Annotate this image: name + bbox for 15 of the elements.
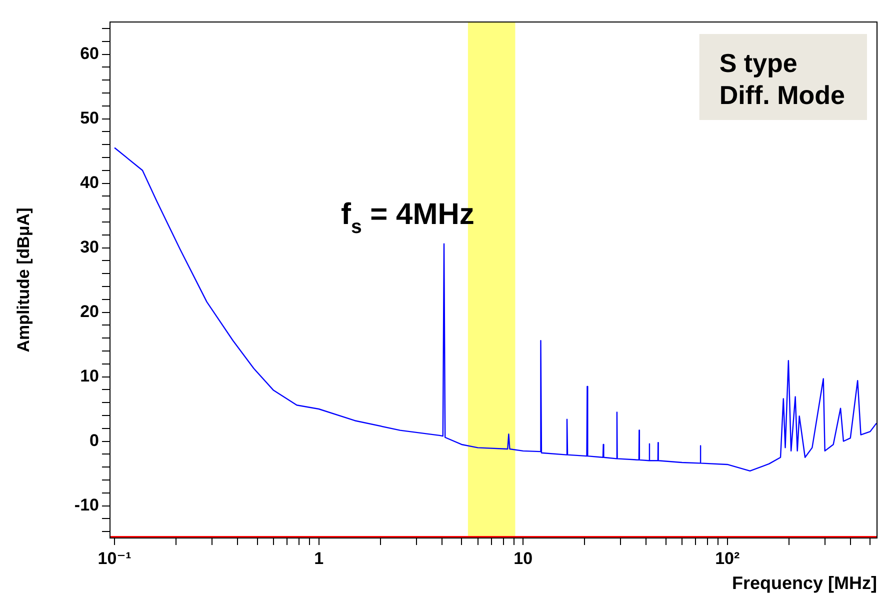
x-tick-label: 1 bbox=[314, 548, 324, 568]
y-tick-label: 30 bbox=[80, 237, 99, 256]
y-tick-label: 60 bbox=[80, 44, 99, 63]
y-tick-label: -10 bbox=[74, 495, 99, 514]
x-axis-title: Frequency [MHz] bbox=[732, 573, 877, 594]
y-tick-label: 20 bbox=[80, 302, 99, 321]
x-tick-label: 10 bbox=[514, 548, 533, 568]
y-tick-label: 50 bbox=[80, 108, 99, 128]
x-tick-label: 10⁻¹ bbox=[98, 548, 132, 568]
y-tick-label: 10 bbox=[80, 366, 99, 386]
x-tick-label: 10² bbox=[715, 548, 740, 568]
y-axis-title: Amplitude [dBμA] bbox=[14, 208, 33, 352]
annotation: S type Diff. Mode bbox=[719, 48, 846, 110]
y-tick-label: 40 bbox=[80, 172, 99, 192]
y-tick-label: 0 bbox=[90, 430, 99, 450]
